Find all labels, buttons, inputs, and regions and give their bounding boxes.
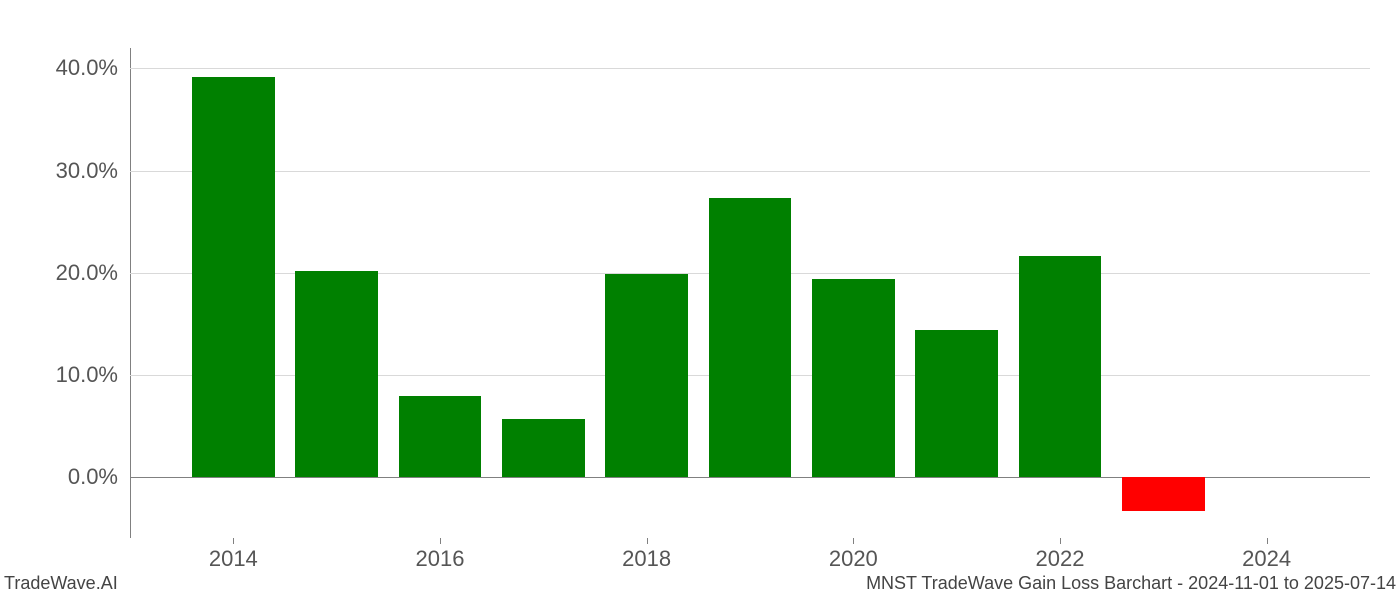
xtick-mark bbox=[440, 538, 441, 544]
ytick-label: 30.0% bbox=[56, 158, 118, 184]
bar bbox=[1019, 256, 1102, 477]
xtick-label: 2016 bbox=[416, 546, 465, 572]
bar bbox=[709, 198, 792, 477]
bar bbox=[192, 77, 275, 477]
xtick-label: 2018 bbox=[622, 546, 671, 572]
bar bbox=[605, 274, 688, 477]
xtick-mark bbox=[233, 538, 234, 544]
watermark-right: MNST TradeWave Gain Loss Barchart - 2024… bbox=[866, 573, 1396, 594]
watermark-left: TradeWave.AI bbox=[4, 573, 118, 594]
xtick-mark bbox=[647, 538, 648, 544]
xtick-mark bbox=[1060, 538, 1061, 544]
bar bbox=[399, 396, 482, 477]
ytick-label: 10.0% bbox=[56, 362, 118, 388]
bar bbox=[502, 419, 585, 477]
plot-area: 0.0%10.0%20.0%30.0%40.0%2014201620182020… bbox=[130, 48, 1370, 538]
bar bbox=[1122, 477, 1205, 512]
gridline bbox=[130, 171, 1370, 172]
xtick-label: 2014 bbox=[209, 546, 258, 572]
xtick-label: 2022 bbox=[1036, 546, 1085, 572]
ytick-label: 40.0% bbox=[56, 55, 118, 81]
bar bbox=[915, 330, 998, 477]
xtick-label: 2020 bbox=[829, 546, 878, 572]
xtick-mark bbox=[1267, 538, 1268, 544]
xtick-mark bbox=[853, 538, 854, 544]
chart-container: 0.0%10.0%20.0%30.0%40.0%2014201620182020… bbox=[130, 48, 1370, 538]
ytick-label: 20.0% bbox=[56, 260, 118, 286]
y-axis-spine bbox=[130, 48, 131, 538]
xtick-label: 2024 bbox=[1242, 546, 1291, 572]
ytick-label: 0.0% bbox=[68, 464, 118, 490]
bar bbox=[812, 279, 895, 477]
bar bbox=[295, 271, 378, 477]
gridline bbox=[130, 68, 1370, 69]
